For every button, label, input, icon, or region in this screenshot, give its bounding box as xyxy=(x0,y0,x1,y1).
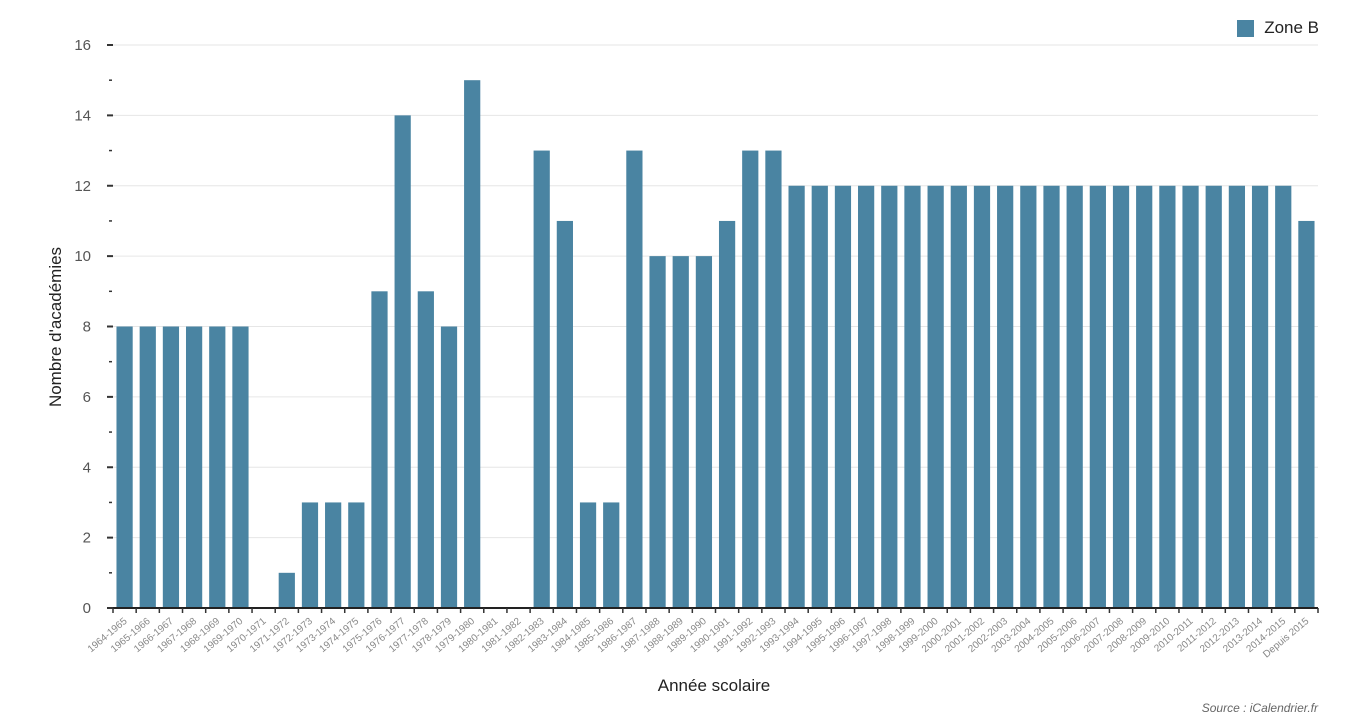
bar xyxy=(1205,185,1222,608)
x-axis-label: Année scolaire xyxy=(658,676,770,695)
bar xyxy=(1182,185,1199,608)
bar xyxy=(997,185,1014,608)
bar xyxy=(1020,185,1037,608)
bar xyxy=(1136,185,1153,608)
bar xyxy=(556,220,573,608)
bar xyxy=(301,502,319,608)
bar xyxy=(579,502,597,608)
bar xyxy=(440,326,458,608)
bar xyxy=(881,185,898,608)
bar xyxy=(973,185,991,608)
y-tick-label: 10 xyxy=(74,248,91,265)
y-tick-label: 2 xyxy=(83,530,91,547)
legend[interactable]: Zone B xyxy=(1237,18,1319,38)
bar xyxy=(626,150,643,608)
bar xyxy=(765,150,782,608)
bar xyxy=(116,326,133,608)
bars xyxy=(116,80,1315,608)
bar xyxy=(533,150,550,608)
bar xyxy=(649,256,666,608)
bar xyxy=(417,291,434,608)
legend-swatch xyxy=(1237,19,1255,37)
bar xyxy=(464,80,481,608)
bar xyxy=(162,326,180,608)
gridlines xyxy=(113,44,1318,539)
bar xyxy=(1043,185,1060,608)
bar xyxy=(950,185,967,608)
y-tick-label: 14 xyxy=(74,107,91,124)
bar xyxy=(1275,185,1292,608)
bar xyxy=(742,150,759,608)
source-credit: Source : iCalendrier.fr xyxy=(1201,701,1318,715)
y-axis-label: Nombre d'académies xyxy=(46,247,65,407)
x-axis-ticks: 1964-19651965-19661966-19671967-19681968… xyxy=(86,608,1319,660)
y-tick-label: 4 xyxy=(83,459,91,476)
bar xyxy=(232,326,249,608)
bar xyxy=(1251,185,1269,608)
bar xyxy=(278,572,295,608)
legend-label: Zone B xyxy=(1264,18,1319,37)
bar xyxy=(718,220,736,608)
bar xyxy=(1159,185,1176,608)
y-axis-ticks: 0 2 4 6 8 10 12 14 16 xyxy=(74,37,113,617)
bar xyxy=(348,502,365,608)
bar xyxy=(371,291,388,608)
y-tick-label: 6 xyxy=(83,389,91,406)
bar xyxy=(325,502,342,608)
bar xyxy=(695,256,713,608)
bar xyxy=(1298,220,1315,608)
bar xyxy=(834,185,852,608)
bar xyxy=(1228,185,1246,608)
bar xyxy=(904,185,921,608)
bar xyxy=(394,115,411,608)
bar xyxy=(209,326,226,608)
bar xyxy=(1112,185,1130,608)
bar xyxy=(603,502,620,608)
bar xyxy=(139,326,156,608)
bar xyxy=(811,185,828,608)
y-tick-label: 16 xyxy=(74,37,91,54)
bar xyxy=(1089,185,1106,608)
y-tick-label: 12 xyxy=(74,178,91,195)
y-tick-label: 8 xyxy=(83,319,91,336)
y-tick-label: 0 xyxy=(83,600,91,617)
bar xyxy=(788,185,805,608)
bar xyxy=(1066,185,1083,608)
bar xyxy=(858,185,875,608)
bar xyxy=(927,185,944,608)
bar xyxy=(185,326,203,608)
bar xyxy=(672,256,689,608)
